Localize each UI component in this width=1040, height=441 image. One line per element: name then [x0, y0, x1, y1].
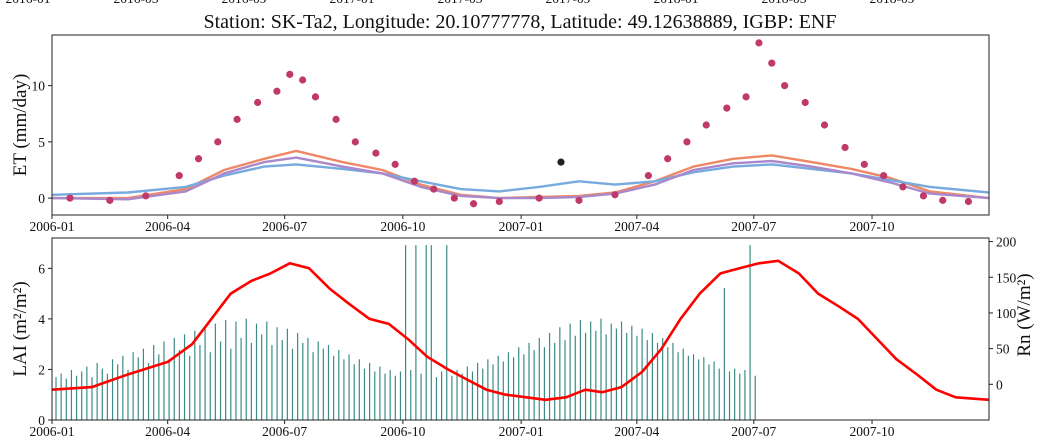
lai-panel: 2006-01 2006-04 2006-07 2006-10 2007-01 2007-… — [10, 235, 1035, 439]
et-observed-point — [233, 115, 241, 123]
x-tick-label: 2006-04 — [145, 424, 190, 439]
y-tick-label: 2 — [38, 362, 45, 377]
lai-axes: 2006-01 2006-04 2006-07 2006-10 2007-01 2007-… — [30, 235, 1017, 439]
lai-line — [51, 259, 990, 402]
et-observed-point — [214, 138, 222, 146]
et-observed-point — [372, 149, 380, 157]
x-tick-label: 2006-10 — [380, 219, 425, 234]
x-tick-label: 2007-07 — [731, 219, 776, 234]
clipped-top-label: 2016-01 — [6, 0, 51, 6]
rn-y-axis-label: Rn (W/m²) — [1014, 273, 1035, 356]
et-observed-point — [254, 98, 262, 107]
y-tick-label: 0 — [996, 377, 1003, 392]
et-observed-point — [781, 82, 789, 90]
et-model-line-1 — [52, 149, 990, 200]
y-tick-label: 200 — [996, 235, 1017, 250]
et-observed-point — [273, 87, 281, 95]
et-observed-point — [332, 115, 340, 123]
et-model-line-2 — [51, 163, 990, 196]
et-observed-point — [430, 185, 438, 193]
et-axes-frame — [51, 34, 990, 216]
x-tick-label: 2007-01 — [499, 219, 544, 234]
et-observed-point — [683, 138, 691, 146]
y-tick-label: 150 — [996, 270, 1017, 285]
x-tick-label: 2007-01 — [499, 424, 544, 439]
et-observed-point — [142, 192, 150, 200]
et-observed-point — [742, 93, 750, 101]
lai-y-axis-label: LAI (m²/m²) — [10, 281, 31, 376]
et-observed-point — [755, 39, 763, 47]
x-tick-label: 2007-07 — [731, 424, 776, 439]
x-tick-label: 2007-10 — [850, 219, 895, 234]
x-tick-label: 2006-01 — [30, 219, 75, 234]
lai-series-line — [51, 259, 990, 402]
et-y-axis-label: ET (mm/day) — [10, 74, 31, 177]
clipped-top-labels: 2016-01 2016-05 2016-09 2017-01 2017-05 2017-… — [6, 0, 915, 6]
et-observed-point — [768, 59, 776, 67]
x-tick-label: 2006-01 — [30, 424, 75, 439]
clipped-top-label: 2017-01 — [330, 0, 375, 6]
y-tick-label: 0 — [38, 191, 45, 206]
clipped-top-label: 2018-05 — [762, 0, 807, 6]
et-observed-point — [286, 70, 294, 78]
et-observed-point — [391, 160, 399, 168]
x-tick-label: 2007-04 — [614, 219, 659, 234]
x-tick-label: 2007-04 — [614, 424, 659, 439]
et-observed-point — [820, 121, 829, 129]
et-model-line-3 — [51, 156, 990, 201]
y-tick-label: 100 — [996, 306, 1017, 321]
et-panel: 2006-01 2006-04 2006-07 2006-10 2007-01 2007-… — [10, 34, 990, 234]
et-observed-point — [299, 76, 307, 84]
clipped-top-label: 2018-01 — [654, 0, 699, 6]
clipped-top-label: 2016-09 — [222, 0, 267, 6]
et-observed-point — [644, 172, 652, 180]
chart-title: Station: SK-Ta2, Longitude: 20.10777778,… — [203, 11, 836, 33]
et-observed-point — [495, 197, 503, 206]
y-tick-label: 0 — [38, 413, 45, 428]
y-tick-label: 50 — [996, 342, 1010, 357]
et-observed-point — [535, 194, 543, 202]
et-marks — [51, 39, 990, 208]
et-observed-point — [939, 196, 947, 204]
et-observed-point — [469, 200, 478, 208]
lai-axes-frame — [51, 237, 990, 421]
et-observed-point — [175, 172, 183, 180]
x-tick-label: 2006-04 — [145, 219, 190, 234]
et-observed-point — [66, 194, 74, 202]
et-observed-point — [194, 155, 203, 163]
clipped-top-label: 2017-09 — [546, 0, 591, 6]
et-observed-point — [702, 121, 710, 129]
clipped-top-label: 2018-09 — [870, 0, 915, 6]
y-tick-label: 4 — [38, 312, 45, 327]
et-observed-point — [410, 177, 419, 185]
et-observed-point — [860, 160, 868, 168]
y-tick-label: 10 — [32, 79, 46, 94]
et-observed-point — [611, 191, 619, 199]
et-observed-point — [575, 196, 583, 204]
et-observed-point — [106, 196, 114, 204]
et-observed-point — [841, 143, 849, 152]
et-observed-point — [311, 93, 320, 101]
clipped-top-label: 2016-05 — [114, 0, 159, 6]
y-tick-label: 6 — [38, 261, 45, 276]
x-tick-label: 2006-10 — [380, 424, 425, 439]
et-axes: 2006-01 2006-04 2006-07 2006-10 2007-01 2007-… — [30, 79, 895, 234]
et-observed-point — [664, 155, 672, 163]
rn-bars — [55, 245, 756, 420]
x-tick-label: 2006-07 — [262, 219, 307, 234]
et-observed-point — [450, 194, 458, 202]
et-observed-point — [964, 197, 973, 206]
clipped-top-label: 2017-05 — [438, 0, 483, 6]
x-tick-label: 2006-07 — [262, 424, 307, 439]
et-observed-point — [880, 172, 888, 180]
et-observed-point — [919, 192, 928, 200]
y-tick-label: 5 — [38, 135, 45, 150]
x-tick-label: 2007-10 — [850, 424, 895, 439]
et-observed-point — [899, 183, 907, 191]
et-observed-point — [351, 138, 359, 146]
et-observed-point — [723, 104, 731, 112]
et-outlier-point — [557, 158, 565, 166]
et-observed-point — [801, 98, 809, 107]
